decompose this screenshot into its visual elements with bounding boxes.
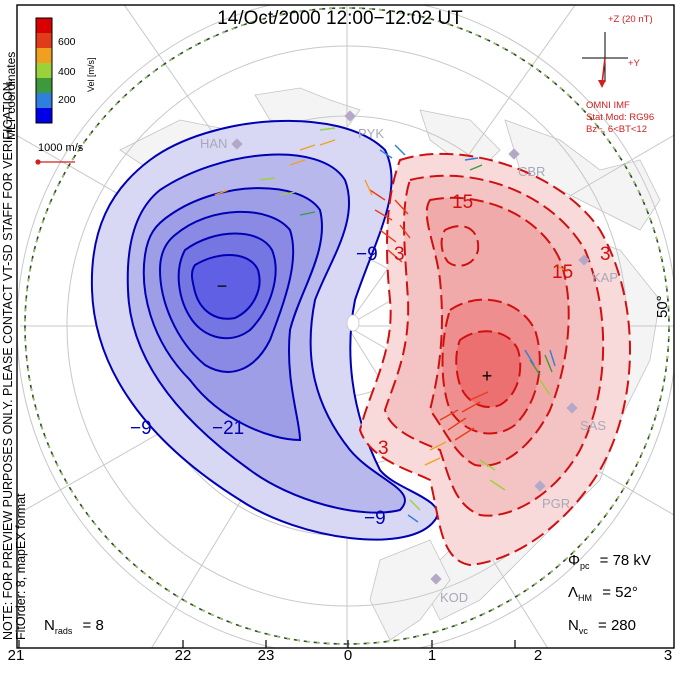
mlt-label-1: 1 <box>427 647 437 664</box>
mlt-ticks <box>18 640 516 648</box>
vector-count: Nvc = 280 <box>568 617 636 636</box>
positive-potential-cell <box>358 152 631 567</box>
nvc-subscript: vc <box>578 626 588 636</box>
imf-z-label: +Z (20 nT) <box>608 14 653 25</box>
velocity-colorbar <box>35 17 53 124</box>
lambda-subscript: HM <box>578 593 593 603</box>
radar-count: Nrads = 8 <box>44 617 104 636</box>
nrads-symbol: N <box>44 617 55 634</box>
imf-source: OMNI IMF <box>586 100 630 111</box>
phi-symbol: Φ <box>568 552 580 569</box>
station-label-kod: KOD <box>440 590 469 605</box>
contour-label-neg-1: −9 <box>130 418 152 439</box>
contour-label-pos-3: 15 <box>552 262 574 283</box>
imf-model-line1: Stat Mod: RG96 <box>586 112 655 123</box>
colorbar-tick-600: 600 <box>58 36 76 48</box>
hm-latitude: ΛHM = 52° <box>568 584 638 603</box>
station-label-pgr: PGR <box>542 496 571 511</box>
nvc-symbol: N <box>568 617 579 634</box>
station-label-pyk: PYK <box>358 126 385 141</box>
nrads-value: = 8 <box>82 617 104 634</box>
latitude-label: 50° <box>654 295 671 318</box>
station-label-kap: KAP <box>592 270 619 285</box>
phi-subscript: pc <box>579 561 590 571</box>
vector-scale-label: 1000 m/s <box>38 142 84 154</box>
mlt-label-23: 23 <box>257 647 275 664</box>
station-label-cbr: CBR <box>518 164 546 179</box>
mlt-label-3: 3 <box>663 647 673 664</box>
station-markers <box>231 110 590 585</box>
contour-label-neg-4: −9 <box>364 508 386 529</box>
imf-model-line2: Bz−, 6<BT<12 <box>586 124 647 135</box>
vector-scale-key <box>35 159 75 165</box>
mlt-label-22: 22 <box>174 647 192 664</box>
colorbar-title: Vel [m/s] <box>86 57 96 92</box>
map-title: 14/Oct/2000 12:00−12:02 UT <box>217 8 463 29</box>
nrads-subscript: rads <box>54 626 73 636</box>
velocity-vectors <box>214 127 569 523</box>
potential-maximum-marker: + <box>482 366 493 386</box>
contour-label-pos-5: 3 <box>394 244 405 265</box>
colorbar-tick-400: 400 <box>58 66 76 78</box>
negative-potential-cell <box>90 119 439 541</box>
cross-polar-potential: Φpc = 78 kV <box>568 552 651 571</box>
potential-minimum-marker: − <box>217 276 228 296</box>
station-label-han: HAN <box>200 136 228 151</box>
phi-value: = 78 kV <box>599 552 651 569</box>
lambda-symbol: Λ <box>568 584 579 601</box>
plot-frame <box>16 4 675 649</box>
nvc-value: = 280 <box>598 617 636 634</box>
mlt-label-21: 21 <box>7 647 25 664</box>
imf-clock-dial <box>582 32 628 88</box>
contour-label-neg-3: −9 <box>356 244 378 265</box>
lambda-value: = 52° <box>602 584 638 601</box>
mlt-label-2: 2 <box>533 647 543 664</box>
imf-y-label: +Y <box>628 58 640 69</box>
station-label-sas: SAS <box>580 418 607 433</box>
contour-label-pos-4: 3 <box>378 438 389 459</box>
mlt-label-0: 0 <box>343 647 353 664</box>
colorbar-tick-200: 200 <box>58 94 76 106</box>
contour-label-neg-2: −21 <box>212 418 245 439</box>
mlt-coordinates-note: MLT coordinates <box>4 51 18 140</box>
contour-label-pos-1: 15 <box>452 192 474 213</box>
contour-label-pos-2: 3 <box>600 244 611 265</box>
